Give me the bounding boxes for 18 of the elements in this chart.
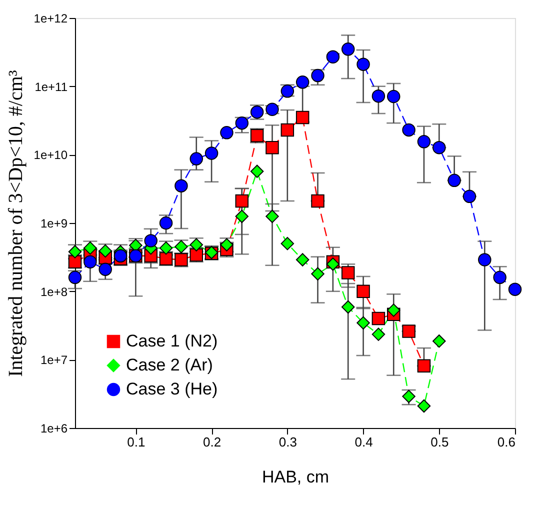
legend-label: Case 2 (Ar) bbox=[126, 356, 213, 374]
x-tick-label: 0.5 bbox=[430, 434, 449, 450]
x-tick-label: 0.4 bbox=[354, 434, 373, 450]
y-tick-label: 1e+8 bbox=[40, 284, 68, 299]
legend-label: Case 3 (He) bbox=[126, 380, 218, 398]
x-tick-label: 0.3 bbox=[278, 434, 297, 450]
y-tick-label: 1e+9 bbox=[40, 216, 68, 230]
y-tick-label: 1e+10 bbox=[34, 148, 68, 162]
y-tick-label: 1e+12 bbox=[34, 12, 68, 26]
legend-label: Case 1 (N2) bbox=[126, 332, 218, 350]
y-tick-label: 1e+11 bbox=[34, 80, 68, 94]
x-tick-label: 0.1 bbox=[127, 434, 146, 450]
x-tick-label: 0.6 bbox=[497, 434, 516, 450]
x-axis-title: HAB, cm bbox=[262, 468, 330, 486]
y-axis-title: Integrated number of 3<Dp<10, #/cm³ bbox=[4, 70, 27, 377]
y-tick-label: 1e+6 bbox=[40, 422, 68, 436]
x-tick-label: 0.2 bbox=[203, 434, 222, 450]
y-tick-label: 1e+7 bbox=[40, 353, 68, 368]
